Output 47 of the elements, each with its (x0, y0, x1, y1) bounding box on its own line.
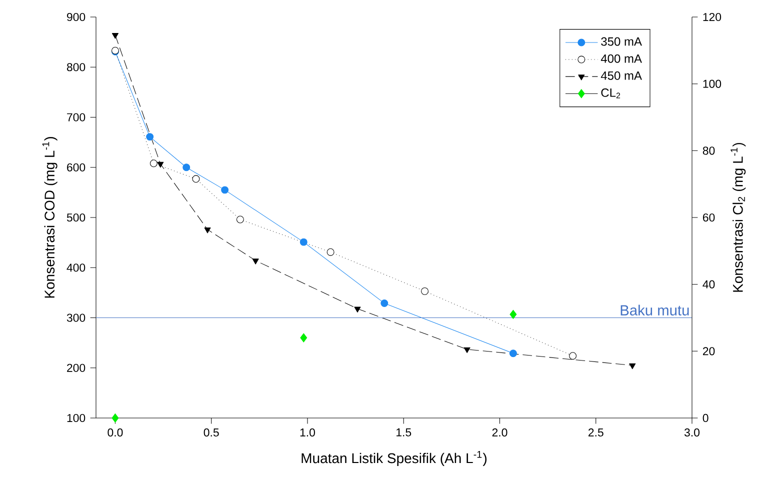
y-tick-label: 300 (66, 314, 86, 322)
y2-tick-label: 120 (703, 12, 722, 22)
y2-tick-label: 60 (702, 213, 715, 222)
point (510, 310, 517, 319)
x-tick-label: 1.5 (396, 428, 412, 436)
point (157, 162, 164, 168)
point (509, 350, 517, 358)
y-tick-label: 200 (67, 364, 86, 372)
point (221, 186, 229, 194)
y-tick-label: 600 (67, 163, 86, 172)
legend-label: CL$_{2}$ (601, 88, 620, 98)
x-tick-label: 2.5 (588, 428, 604, 437)
point (146, 133, 154, 141)
point (252, 258, 259, 264)
point (182, 164, 190, 172)
x-tick-label: 2.0 (492, 428, 508, 437)
x-tick-label: 3.0 (684, 428, 700, 437)
x-tick-label: 0.0 (108, 428, 123, 437)
x-axis-title: Muatan Listik Spesifik (Ah L$^{-1}$) (302, 450, 487, 466)
y2-tick-label: 40 (702, 280, 715, 288)
y-tick-label: 400 (66, 264, 86, 272)
y-tick-label: 800 (66, 63, 86, 72)
point (204, 228, 211, 234)
point (300, 238, 308, 246)
y-tick-label: 500 (66, 213, 86, 222)
y2-tick-label: 20 (702, 347, 715, 356)
point (112, 413, 119, 423)
point (464, 347, 470, 354)
point (629, 363, 636, 370)
point (112, 33, 118, 39)
y-axis-title: Konsentrasi COD (mg L$^{-1}$) (42, 137, 58, 298)
point (380, 299, 388, 307)
legend-label: 400 mA (600, 54, 642, 63)
point (354, 306, 361, 312)
y2-tick-label: 0 (702, 414, 708, 422)
ref-line-label: Baku mutu (620, 304, 689, 316)
y-tick-label: 900 (67, 12, 86, 22)
x-tick-label: 1.0 (300, 428, 315, 437)
x-tick-label: 0.5 (204, 428, 219, 437)
y-tick-label: 100 (67, 414, 86, 422)
legend-label: 450 mA (600, 71, 642, 80)
y2-tick-label: 100 (703, 80, 722, 88)
legend-label: 350 mA (601, 37, 642, 46)
point (300, 333, 308, 342)
y2-tick-label: 80 (702, 146, 715, 155)
y-tick-label: 700 (67, 113, 86, 122)
y2-axis-title: Konsentrasi Cl$_{2}$ (mg L$^{-1}$) (730, 142, 746, 292)
